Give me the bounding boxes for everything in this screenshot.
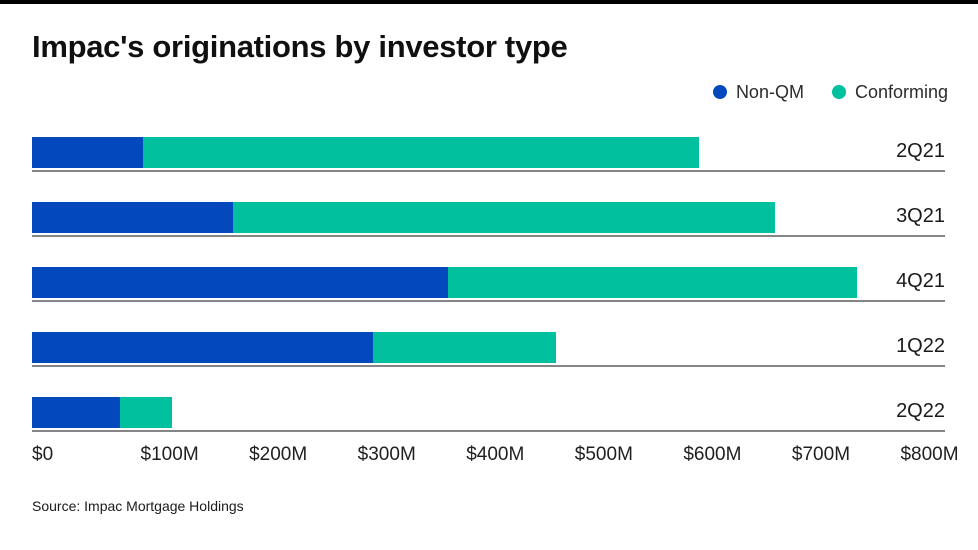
category-label: 3Q21 [896, 205, 945, 227]
category-label: 2Q21 [896, 140, 945, 162]
legend-item-conforming: Conforming [831, 81, 948, 103]
bar-track [32, 332, 557, 363]
legend-label: Conforming [854, 81, 948, 102]
x-axis: $0 $100M $200M $300M $400M $500M $600M $700M $80… [32, 444, 978, 467]
bar-segment-conforming [372, 332, 557, 363]
bar-track [32, 267, 858, 298]
x-tick-200: $200M [249, 444, 308, 465]
legend-dot-conforming-icon [831, 85, 846, 99]
bar-row-2q22: 2Q22 [32, 367, 945, 432]
x-tick-700: $700M [791, 444, 851, 465]
legend-label: Non-QM [735, 81, 804, 102]
legend: Non-QM Conforming [0, 81, 948, 103]
bar-row-1q22: 1Q22 [32, 302, 945, 367]
bar-segment-conforming [447, 267, 858, 298]
bar-segment-conforming [232, 202, 775, 233]
bar-row-4q21: 4Q21 [32, 237, 945, 302]
bar-segment-non-qm [32, 267, 448, 298]
source-credit: Source: Impac Mortgage Holdings [32, 498, 244, 514]
x-tick-300: $300M [357, 444, 416, 465]
x-tick-0: $0 [32, 444, 54, 465]
bar-track [32, 202, 775, 233]
bar-segment-non-qm [32, 397, 120, 428]
category-label: 1Q22 [896, 335, 945, 357]
x-tick-800: $800M [900, 444, 959, 465]
bar-segment-conforming [142, 137, 699, 168]
bar-segment-non-qm [32, 137, 143, 168]
x-tick-600: $600M [683, 444, 742, 465]
bar-track [32, 137, 699, 168]
x-tick-500: $500M [574, 444, 633, 465]
bar-track [32, 397, 173, 428]
legend-item-non-qm: Non-QM [712, 81, 804, 103]
bar-row-3q21: 3Q21 [32, 172, 945, 237]
bar-segment-non-qm [32, 202, 233, 233]
category-label: 2Q22 [896, 400, 945, 422]
bar-row-2q21: 2Q21 [32, 107, 945, 172]
bar-rows: 2Q21 3Q21 4Q21 1Q22 2Q22 [32, 107, 945, 432]
bar-segment-non-qm [32, 332, 373, 363]
bar-segment-conforming [119, 397, 173, 428]
chart-title: Impac's originations by investor type [32, 29, 568, 64]
legend-dot-non-qm-icon [712, 85, 727, 99]
x-tick-100: $100M [140, 444, 199, 465]
x-tick-400: $400M [466, 444, 525, 465]
category-label: 4Q21 [896, 270, 945, 292]
top-accent-bar [0, 0, 978, 4]
